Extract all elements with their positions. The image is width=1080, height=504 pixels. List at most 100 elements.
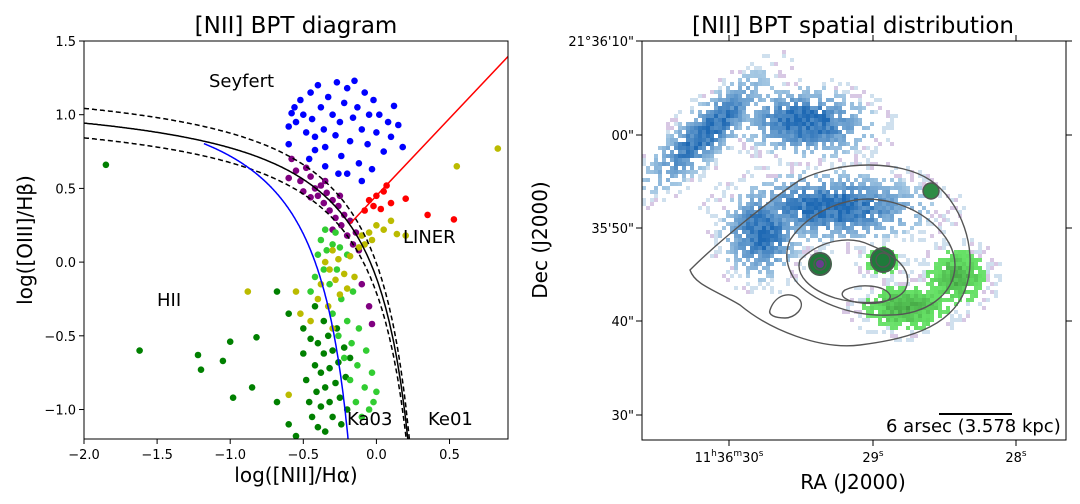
map-pixel bbox=[906, 186, 910, 190]
map-pixel bbox=[870, 122, 874, 126]
map-pixel bbox=[890, 194, 894, 198]
map-pixel bbox=[778, 94, 782, 98]
map-pixel bbox=[874, 298, 878, 302]
map-pixel bbox=[774, 134, 778, 138]
map-pixel bbox=[698, 122, 702, 126]
map-pixel bbox=[822, 182, 826, 186]
bpt-point bbox=[292, 288, 300, 295]
map-pixel bbox=[854, 146, 858, 150]
map-pixel bbox=[754, 286, 758, 290]
map-pixel bbox=[974, 278, 978, 282]
map-pixel bbox=[706, 230, 710, 234]
map-pixel bbox=[738, 246, 742, 250]
map-pixel bbox=[786, 106, 790, 110]
map-pixel bbox=[770, 126, 774, 130]
map-pixel bbox=[806, 118, 810, 122]
map-pixel bbox=[930, 318, 934, 322]
map-pixel bbox=[954, 290, 958, 294]
map-pixel bbox=[950, 286, 954, 290]
map-pixel bbox=[946, 250, 950, 254]
map-pixel bbox=[778, 142, 782, 146]
map-pixel bbox=[830, 234, 834, 238]
map-pixel bbox=[830, 106, 834, 110]
map-pixel bbox=[818, 138, 822, 142]
bpt-x-ticks: −2.0 −1.5 −1.0 −0.5 0.0 0.5 bbox=[68, 439, 460, 463]
map-pixel bbox=[854, 202, 858, 206]
map-pixel bbox=[742, 174, 746, 178]
map-pixel bbox=[954, 250, 958, 254]
map-pixel bbox=[694, 130, 698, 134]
map-pixel bbox=[842, 218, 846, 222]
map-pixel bbox=[870, 162, 874, 166]
map-pixel bbox=[794, 242, 798, 246]
map-pixel bbox=[786, 126, 790, 130]
map-pixel bbox=[894, 230, 898, 234]
map-pixel bbox=[854, 178, 858, 182]
map-pixel bbox=[838, 178, 842, 182]
map-pixel bbox=[874, 138, 878, 142]
bpt-point bbox=[292, 167, 300, 174]
map-pixel bbox=[862, 202, 866, 206]
map-pixel bbox=[782, 142, 786, 146]
map-pixel bbox=[758, 118, 762, 122]
bpt-point bbox=[453, 163, 461, 170]
map-pixel bbox=[738, 90, 742, 94]
map-pixel bbox=[882, 278, 886, 282]
map-pixel bbox=[754, 122, 758, 126]
map-pixel bbox=[930, 294, 934, 298]
map-pixel bbox=[894, 310, 898, 314]
map-pixel bbox=[898, 298, 902, 302]
map-pixel bbox=[870, 222, 874, 226]
map-pixel bbox=[818, 102, 822, 106]
map-pixel bbox=[762, 74, 766, 78]
map-pixel bbox=[694, 122, 698, 126]
map-pixel bbox=[782, 138, 786, 142]
map-pixel bbox=[714, 102, 718, 106]
map-pixel bbox=[734, 118, 738, 122]
map-pixel bbox=[902, 298, 906, 302]
map-pixel bbox=[750, 98, 754, 102]
map-pixel bbox=[838, 94, 842, 98]
map-pixel bbox=[738, 102, 742, 106]
map-pixel bbox=[718, 130, 722, 134]
map-pixel bbox=[790, 254, 794, 258]
map-pixel bbox=[842, 198, 846, 202]
map-pixel bbox=[910, 234, 914, 238]
bpt-point bbox=[387, 217, 395, 225]
bpt-point bbox=[335, 255, 342, 263]
map-pixel bbox=[830, 210, 834, 214]
map-pixel bbox=[734, 210, 738, 214]
map-pixel bbox=[710, 90, 714, 94]
map-pixel bbox=[858, 98, 862, 102]
map-pixel bbox=[790, 186, 794, 190]
map-pixel bbox=[730, 198, 734, 202]
map-pixel bbox=[918, 222, 922, 226]
map-pixel bbox=[670, 174, 674, 178]
map-pixel bbox=[730, 242, 734, 246]
map-pixel bbox=[654, 198, 658, 202]
bpt-point bbox=[285, 310, 293, 318]
map-pixel bbox=[886, 318, 890, 322]
map-pixel bbox=[926, 178, 930, 182]
bpt-point bbox=[292, 118, 300, 126]
map-pixel bbox=[834, 90, 838, 94]
map-pixel bbox=[778, 110, 782, 114]
map-pixel bbox=[662, 162, 666, 166]
bpt-point bbox=[314, 423, 322, 431]
map-pixel bbox=[750, 202, 754, 206]
bpt-point bbox=[373, 388, 380, 396]
map-pixel bbox=[994, 290, 998, 294]
map-pixel bbox=[878, 222, 882, 226]
map-pixel bbox=[782, 82, 786, 86]
map-pixel bbox=[978, 246, 982, 250]
map-pixel bbox=[742, 82, 746, 86]
map-pixel bbox=[738, 194, 742, 198]
map-pixel bbox=[838, 142, 842, 146]
map-pixel bbox=[954, 222, 958, 226]
map-pixel bbox=[830, 202, 834, 206]
map-pixel bbox=[718, 234, 722, 238]
map-pixel bbox=[994, 274, 998, 278]
map-pixel bbox=[978, 254, 982, 258]
map-pixel bbox=[938, 278, 942, 282]
map-pixel bbox=[838, 82, 842, 86]
